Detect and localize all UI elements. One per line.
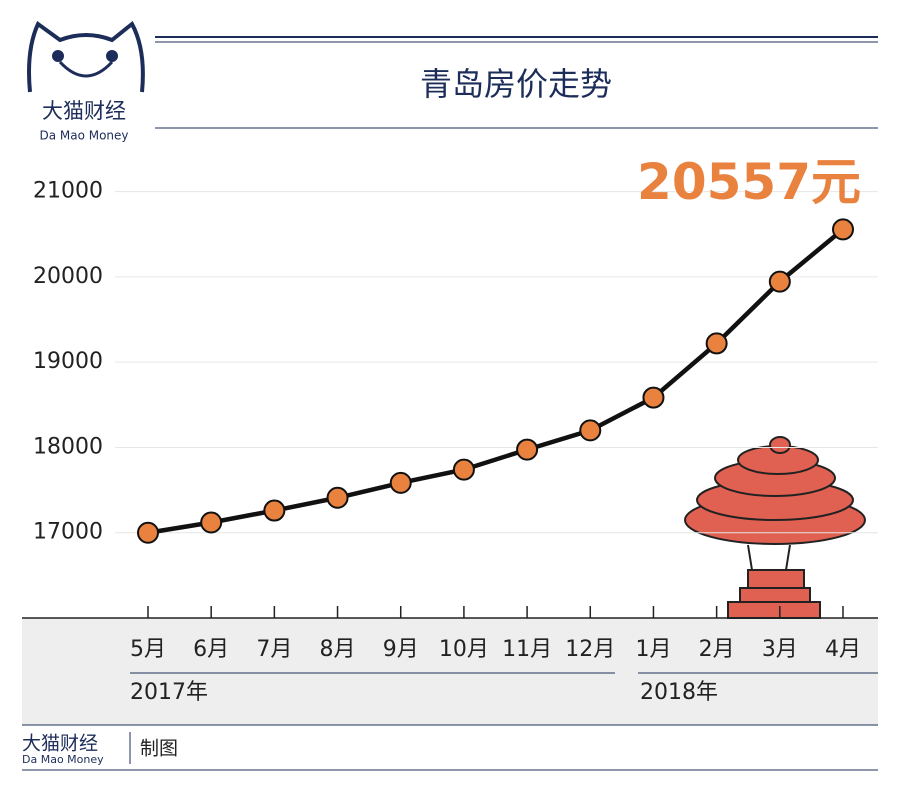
- x-tick-label: 4月: [825, 637, 861, 662]
- y-tick-label: 21000: [33, 179, 103, 204]
- data-point: [832, 218, 854, 241]
- axis-band: [22, 618, 878, 725]
- data-point: [389, 471, 412, 494]
- footer-name: 大猫财经: [22, 733, 98, 755]
- data-point: [705, 332, 728, 355]
- data-point: [137, 521, 159, 544]
- x-group-label: 2017年: [130, 680, 208, 705]
- data-point: [642, 386, 665, 409]
- data-point: [200, 511, 223, 534]
- x-tick-label: 7月: [256, 637, 292, 662]
- data-point: [768, 270, 791, 293]
- logo-name: 大猫财经: [42, 99, 126, 123]
- logo-subtitle: Da Mao Money: [39, 129, 128, 143]
- data-label: 20557元: [637, 153, 861, 211]
- x-tick-label: 1月: [635, 637, 671, 662]
- data-point: [326, 486, 349, 509]
- data-point: [579, 419, 602, 442]
- x-tick-label: 2月: [699, 637, 735, 662]
- x-tick-label: 10月: [439, 637, 489, 662]
- y-tick-label: 18000: [33, 434, 103, 459]
- chart-title: 青岛房价走势: [420, 65, 612, 103]
- x-tick-label: 8月: [320, 637, 356, 662]
- x-tick-label: 3月: [762, 637, 798, 662]
- data-point: [452, 458, 475, 481]
- data-point: [516, 438, 539, 461]
- x-tick-label: 6月: [193, 637, 229, 662]
- x-tick-label: 12月: [565, 637, 615, 662]
- x-tick-label: 9月: [383, 637, 419, 662]
- x-tick-label: 11月: [502, 637, 552, 662]
- footer-subtitle: Da Mao Money: [22, 753, 104, 766]
- logo: [27, 20, 145, 93]
- x-group-label: 2018年: [640, 680, 718, 705]
- footer-note: 制图: [140, 738, 178, 760]
- y-tick-label: 20000: [33, 264, 103, 289]
- y-tick-label: 17000: [33, 520, 103, 545]
- landmark-illustration: [684, 436, 866, 619]
- data-point: [263, 499, 286, 522]
- y-tick-label: 19000: [33, 349, 103, 374]
- x-tick-label: 5月: [130, 637, 166, 662]
